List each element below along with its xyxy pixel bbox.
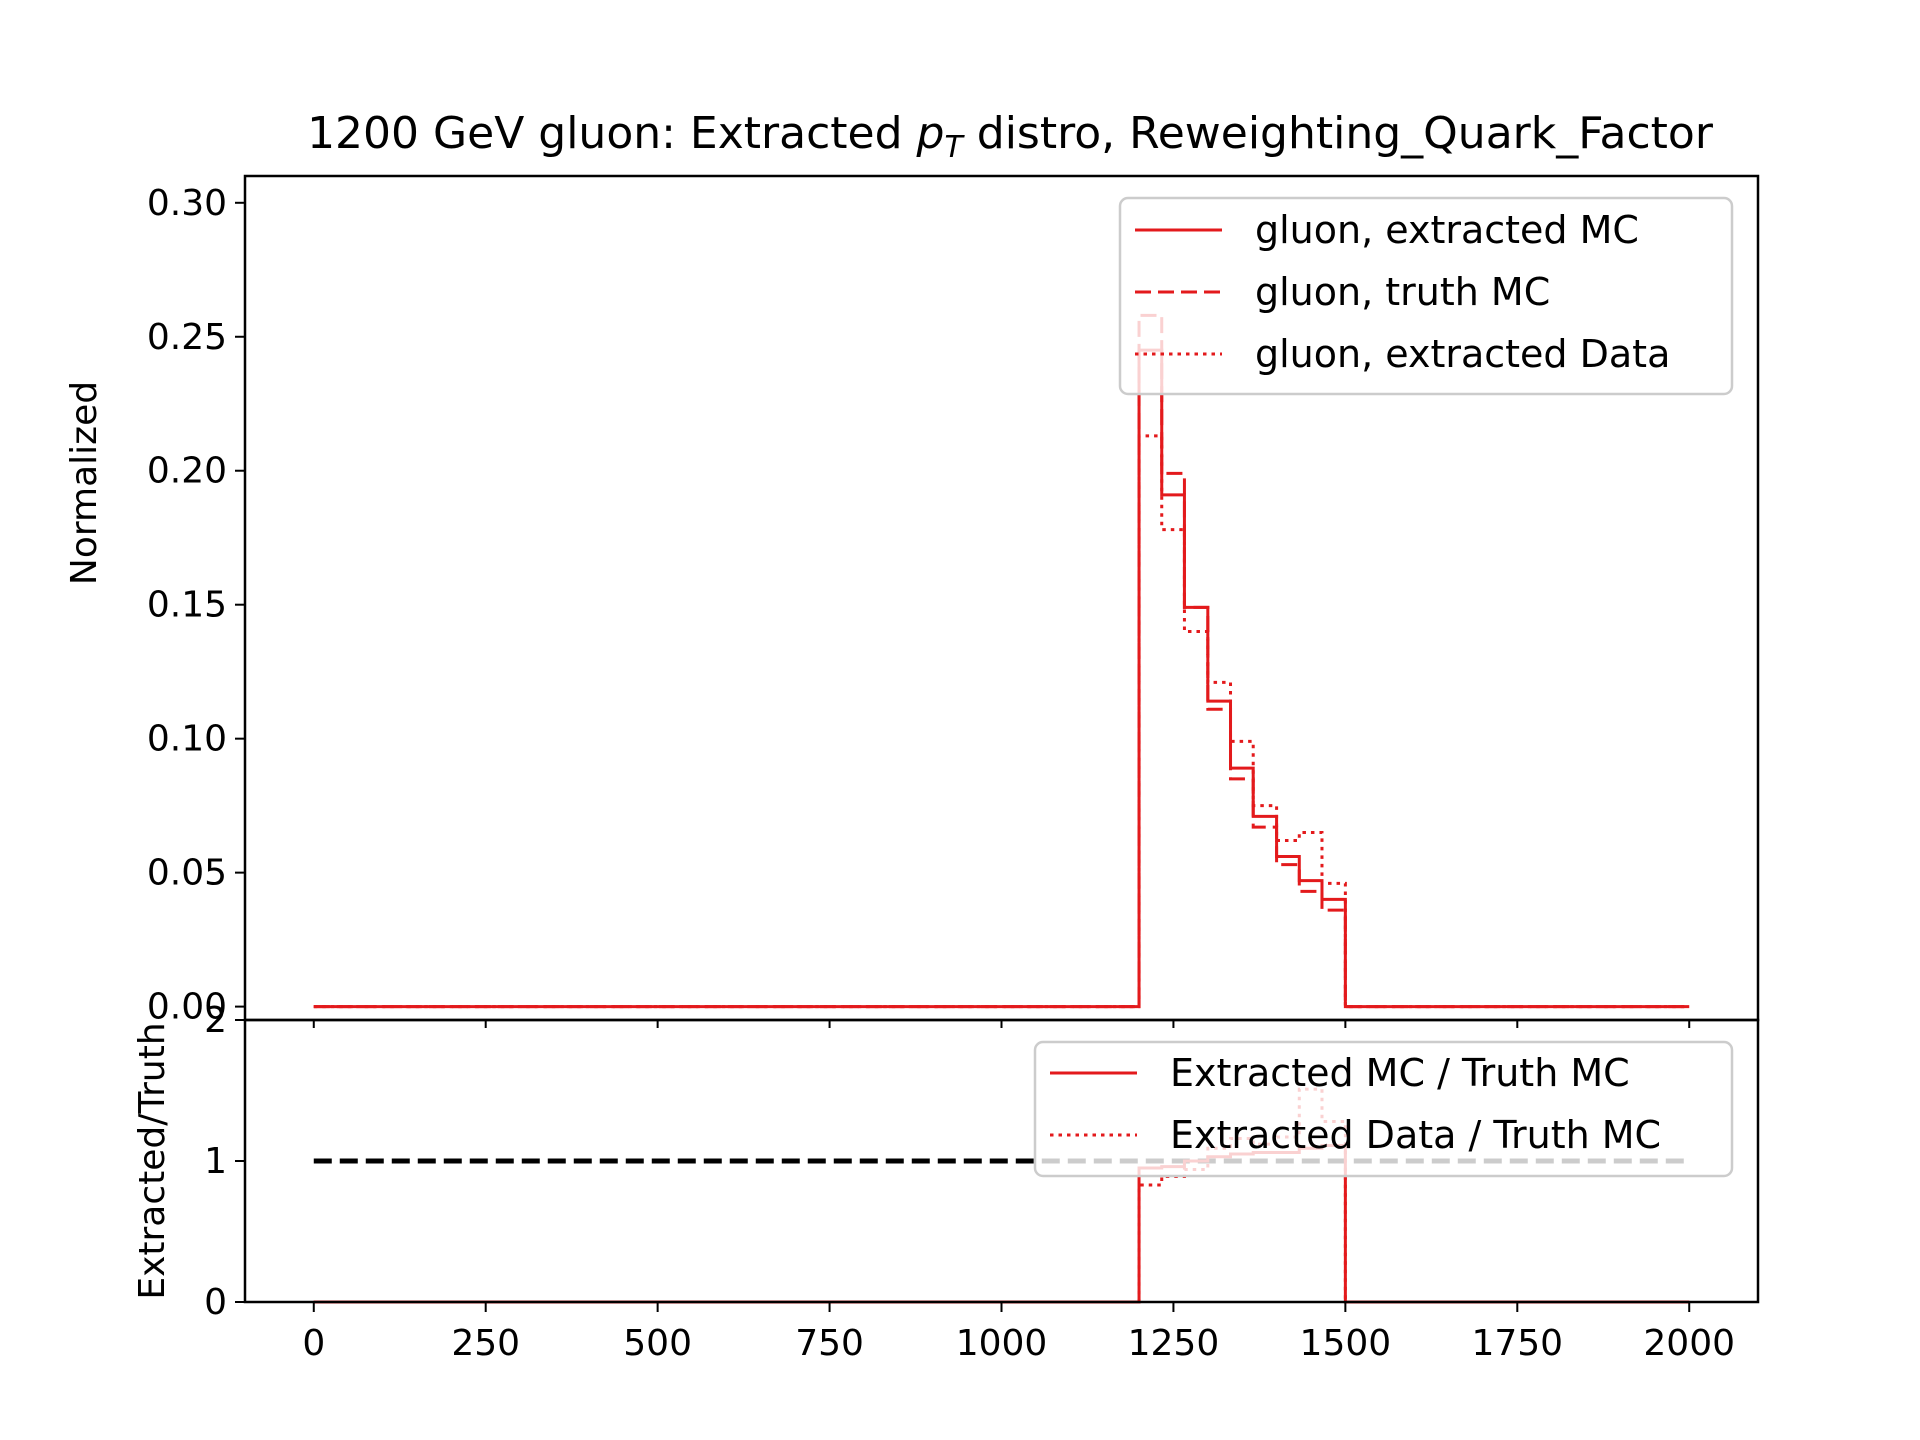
series-2-line xyxy=(313,1087,1690,1304)
x-tick-label: 500 xyxy=(623,1323,692,1364)
legend-label-3: gluon, extracted Data xyxy=(1255,332,1670,376)
y-tick-label: 2 xyxy=(204,1000,227,1041)
x-tick-label: 1500 xyxy=(1300,1323,1392,1364)
x-tick-label: 0 xyxy=(302,1323,325,1364)
top-panel: 0.000.050.100.150.200.250.30 Normalized … xyxy=(64,174,1760,1028)
bottom-y-axis-label: Extracted/Truth xyxy=(132,1022,173,1299)
x-tick-label: 250 xyxy=(451,1323,520,1364)
y-tick-label: 1 xyxy=(204,1141,227,1182)
top-y-ticks: 0.00 0.05 0.10 0.15 0.20 0.25 0.30 xyxy=(147,183,245,1028)
chart-title: 1200 GeV gluon: Extracted pT distro, Rew… xyxy=(307,108,1714,165)
legend-label-2: gluon, truth MC xyxy=(1255,270,1550,314)
y-tick-label: 0.00 xyxy=(147,987,227,1028)
x-tick-label: 750 xyxy=(795,1323,864,1364)
y-tick-label: 0.15 xyxy=(147,585,227,626)
series-3-line xyxy=(313,434,1690,1009)
x-tick-label: 2000 xyxy=(1643,1323,1735,1364)
bottom-legend: Extracted MC / Truth MC Extracted Data / … xyxy=(1033,1040,1734,1178)
y-tick-label: 0.20 xyxy=(147,451,227,492)
legend-label-1: Extracted MC / Truth MC xyxy=(1170,1051,1630,1095)
top-y-axis-label: Normalized xyxy=(64,381,105,585)
bottom-panel: 0 1 2 0 250 500 750 1000 1250 1500 1750 2000 Extra… xyxy=(132,1000,1760,1364)
y-tick-label: 0.25 xyxy=(147,317,227,358)
y-tick-label: 0 xyxy=(204,1282,227,1323)
legend-label-2: Extracted Data / Truth MC xyxy=(1170,1113,1661,1157)
x-tick-label: 1250 xyxy=(1128,1323,1220,1364)
x-tick-label: 1000 xyxy=(956,1323,1048,1364)
top-legend: gluon, extracted MC gluon, truth MC gluon,… xyxy=(1118,196,1734,396)
x-tick-label: 1750 xyxy=(1471,1323,1563,1364)
legend-label-1: gluon, extracted MC xyxy=(1255,208,1639,252)
y-tick-label: 0.05 xyxy=(147,853,227,894)
legend-box xyxy=(1033,1040,1734,1178)
legend-box xyxy=(1118,196,1734,396)
y-tick-label: 0.30 xyxy=(147,183,227,224)
y-tick-label: 0.10 xyxy=(147,719,227,760)
bottom-x-ticks: 0 250 500 750 1000 1250 1500 1750 2000 xyxy=(302,1302,1735,1364)
bottom-y-ticks: 0 1 2 xyxy=(204,1000,245,1323)
